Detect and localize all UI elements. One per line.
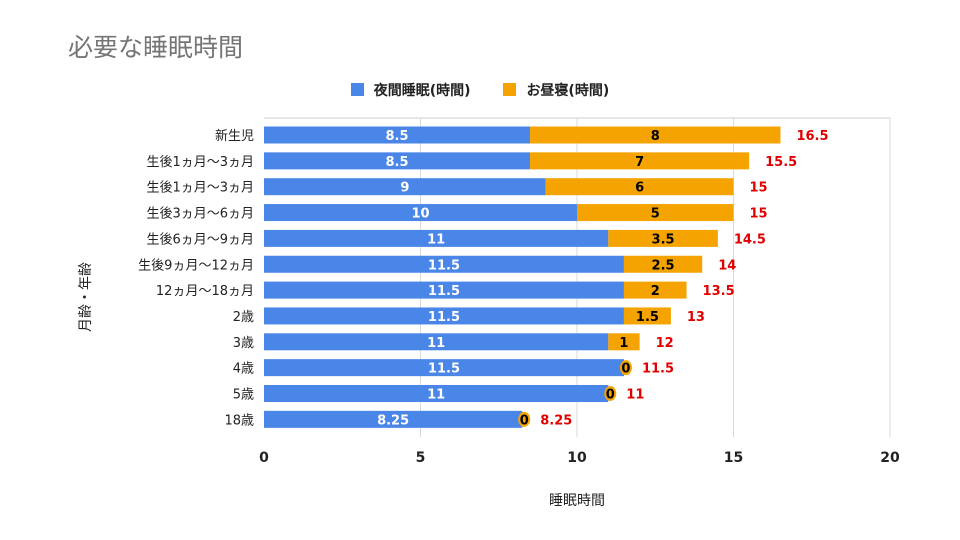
total-label: 14.5 <box>734 232 766 247</box>
data-label-nap: 5 <box>651 207 660 222</box>
total-label: 11.5 <box>642 362 674 377</box>
data-label-night: 10 <box>411 207 429 222</box>
bar-nap <box>530 126 781 144</box>
total-label: 12 <box>656 336 674 351</box>
data-label-night: 8.5 <box>386 129 409 144</box>
legend-label-nap: お昼寝(時間) <box>526 83 610 99</box>
y-tick-label: 生後9ヵ月〜12ヵ月 <box>138 258 254 273</box>
x-tick-label: 20 <box>880 450 900 466</box>
legend-swatch-nap <box>503 83 517 96</box>
total-label: 14 <box>718 258 736 273</box>
y-tick-label: 生後6ヵ月〜9ヵ月 <box>146 232 254 247</box>
y-tick-label: 5歳 <box>233 388 254 403</box>
bar-night <box>264 152 531 170</box>
total-label: 16.5 <box>796 129 828 144</box>
data-label-nap: 2 <box>651 284 660 299</box>
y-tick-label: 2歳 <box>233 310 254 325</box>
bar-night <box>264 307 624 325</box>
total-label: 15 <box>750 181 768 196</box>
data-label-night: 11.5 <box>428 362 460 377</box>
data-label-nap: 0 <box>621 362 630 377</box>
data-label-night: 11.5 <box>428 310 460 325</box>
grid-layer <box>264 117 891 437</box>
bar-night <box>264 255 624 273</box>
x-tick-label: 0 <box>259 450 269 466</box>
total-label: 11 <box>626 388 644 403</box>
data-label-night: 11 <box>427 388 445 403</box>
bar-night <box>264 359 624 377</box>
bar-nap <box>623 255 703 273</box>
total-label: 15 <box>750 207 768 222</box>
data-label-nap: 8 <box>651 129 660 144</box>
data-label-nap: 1 <box>619 336 628 351</box>
data-label-nap: 1.5 <box>636 310 659 325</box>
bar-night <box>264 281 624 299</box>
x-axis-title: 睡眠時間 <box>549 493 605 509</box>
legend-swatch-night <box>350 83 364 96</box>
data-label-night: 8.25 <box>377 413 409 428</box>
data-label-night: 8.5 <box>386 155 409 170</box>
bar-nap-zero-marker <box>604 386 617 401</box>
legend: 夜間睡眠(時間) お昼寝(時間) <box>0 80 960 100</box>
data-label-nap: 0 <box>520 413 529 428</box>
bar-nap-zero-marker <box>619 360 632 376</box>
y-tick-label: 生後3ヵ月〜6ヵ月 <box>146 207 254 222</box>
data-label-nap: 2.5 <box>652 258 675 273</box>
y-tick-label: 3歳 <box>233 336 254 351</box>
bar-nap <box>623 281 687 299</box>
x-tick-label: 15 <box>724 450 743 466</box>
bar-night <box>264 126 531 144</box>
y-axis-title: 月齢・年齢 <box>78 262 94 332</box>
data-label-nap: 0 <box>606 388 615 403</box>
bar-nap <box>623 307 671 325</box>
data-label-nap: 7 <box>635 155 644 170</box>
data-label-night: 11.5 <box>428 284 460 299</box>
bar-nap <box>530 152 750 170</box>
legend-item-night: 夜間睡眠(時間) <box>350 80 471 100</box>
bar-night <box>264 410 523 428</box>
data-label-night: 11.5 <box>428 258 460 273</box>
bar-night <box>264 385 609 402</box>
y-tick-label: 4歳 <box>233 362 254 377</box>
bar-nap <box>608 333 640 351</box>
data-label-night: 11 <box>427 232 445 247</box>
y-tick-label: 新生児 <box>215 128 254 144</box>
total-label: 13 <box>687 310 705 325</box>
data-label-nap: 3.5 <box>652 232 675 247</box>
total-label: 13.5 <box>703 284 735 299</box>
y-tick-label: 生後1ヵ月〜3ヵ月 <box>146 181 254 196</box>
legend-item-nap: お昼寝(時間) <box>503 80 609 100</box>
y-tick-label: 18歳 <box>224 413 254 428</box>
data-label-night: 11 <box>427 336 445 351</box>
bar-night <box>264 178 546 196</box>
y-tick-label: 12ヵ月〜18ヵ月 <box>156 284 254 299</box>
data-label-nap: 6 <box>635 181 644 196</box>
bars-layer <box>264 126 781 428</box>
data-label-night: 9 <box>400 181 409 196</box>
bar-nap-zero-marker <box>518 411 531 427</box>
bar-night <box>264 229 609 247</box>
y-tick-label: 生後1ヵ月〜3ヵ月 <box>146 155 254 170</box>
bar-nap <box>577 204 734 222</box>
total-label: 15.5 <box>765 155 797 170</box>
bar-night <box>264 204 577 222</box>
x-tick-label: 5 <box>416 450 426 466</box>
legend-label-night: 夜間睡眠(時間) <box>373 83 471 99</box>
x-tick-label: 10 <box>567 450 587 466</box>
total-label: 8.25 <box>540 413 572 428</box>
chart-title: 必要な睡眠時間 <box>68 33 244 62</box>
bar-night <box>264 333 609 351</box>
bar-nap <box>608 229 718 247</box>
bar-nap <box>545 178 734 196</box>
